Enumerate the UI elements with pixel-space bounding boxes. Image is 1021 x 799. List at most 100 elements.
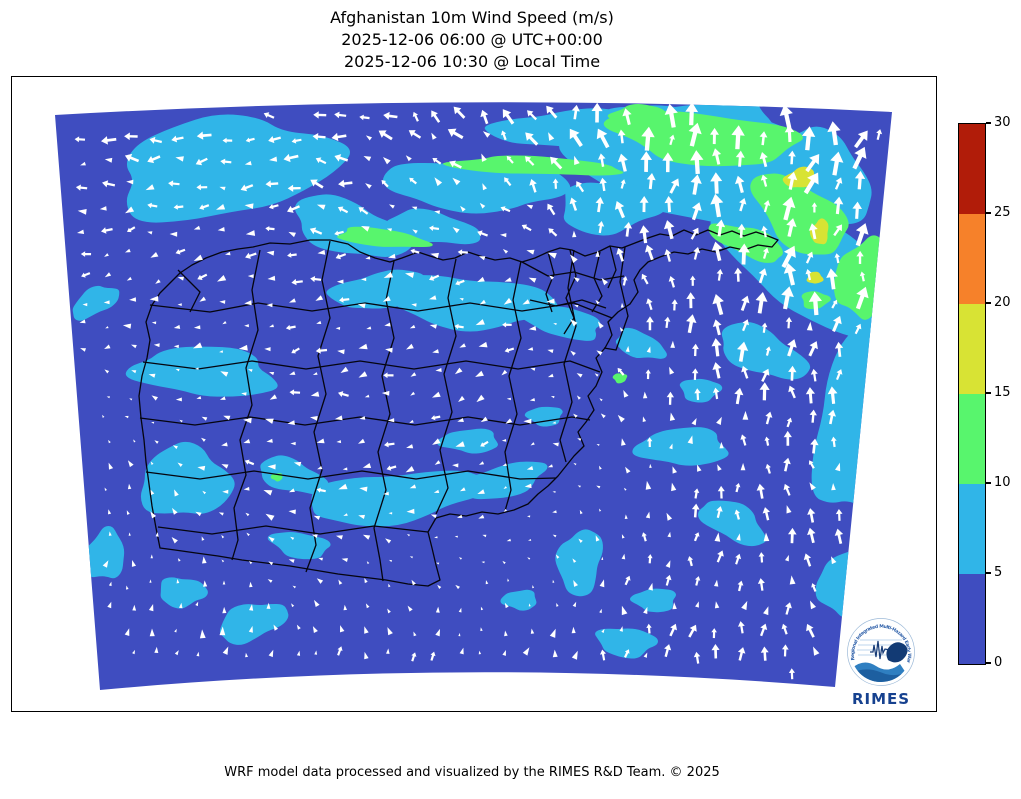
wind-arrow	[573, 462, 577, 466]
colorbar-segment	[959, 484, 985, 574]
wind-arrow	[809, 409, 817, 423]
wind-arrow	[693, 532, 700, 542]
wind-arrow	[357, 303, 366, 309]
wind-arrow	[264, 418, 274, 424]
wind-arrow	[712, 387, 720, 400]
wind-arrow	[265, 513, 275, 521]
wind-arrow	[527, 347, 534, 351]
wind-arrow	[671, 299, 678, 311]
wind-arrow	[193, 342, 203, 349]
wind-arrow	[646, 316, 654, 331]
wind-speed-patch-5-10	[630, 588, 677, 613]
wind-arrow	[758, 268, 767, 284]
wind-arrow	[131, 560, 136, 567]
wind-arrow	[129, 398, 133, 401]
wind-arrow	[365, 183, 372, 189]
wind-arrow	[176, 578, 180, 584]
wind-arrow	[342, 467, 348, 471]
wind-arrow	[731, 125, 745, 150]
wind-arrow	[779, 104, 793, 129]
wind-arrow	[503, 297, 512, 305]
wind-arrow	[175, 248, 186, 255]
wind-arrow	[617, 414, 625, 423]
wind-arrow	[854, 170, 866, 190]
wind-arrow	[759, 382, 770, 401]
wind-arrow	[502, 560, 506, 565]
wind-arrow	[386, 228, 392, 232]
wind-arrow	[196, 131, 212, 140]
wind-arrow	[202, 490, 207, 495]
wind-arrow	[151, 421, 155, 424]
wind-arrow	[126, 276, 132, 281]
wind-arrow	[317, 249, 326, 255]
wind-arrow	[452, 177, 461, 186]
wind-arrow	[413, 631, 417, 637]
wind-arrow	[268, 649, 274, 658]
wind-arrow	[193, 254, 203, 261]
wind-arrow	[131, 344, 137, 349]
wind-arrow	[669, 366, 675, 375]
wind-arrow	[481, 561, 485, 564]
wind-arrow	[291, 603, 295, 608]
wind-arrow	[625, 466, 631, 474]
wind-arrow	[174, 489, 179, 497]
wind-arrow	[387, 627, 393, 636]
province-boundary	[435, 258, 457, 515]
wind-arrow	[108, 439, 111, 444]
wind-arrow	[128, 532, 131, 536]
wind-arrow	[313, 111, 327, 119]
wind-arrow	[288, 559, 295, 563]
wind-arrow	[268, 136, 281, 144]
wind-arrow	[690, 150, 704, 175]
wind-arrow	[835, 462, 841, 472]
wind-arrow	[335, 253, 347, 260]
province-boundary	[545, 251, 555, 313]
wind-arrow	[712, 294, 724, 316]
wind-arrow	[687, 556, 694, 567]
chart-subtitle-local: 2025-12-06 10:30 @ Local Time	[343, 52, 601, 71]
wind-arrow	[101, 227, 113, 234]
wind-arrow	[458, 557, 462, 560]
wind-arrow	[220, 158, 232, 165]
wind-arrow	[222, 646, 229, 655]
wind-arrow	[384, 322, 391, 327]
wind-arrow	[455, 441, 465, 447]
wind-arrow	[803, 553, 812, 567]
wind-arrow	[546, 105, 558, 119]
wind-arrow	[595, 535, 600, 542]
wind-arrow	[787, 339, 797, 357]
wind-arrow	[736, 533, 741, 541]
wind-arrow	[826, 268, 838, 290]
wind-arrow	[80, 161, 86, 166]
wind-arrow	[616, 248, 624, 262]
wind-arrow	[386, 465, 397, 471]
wind-arrow	[150, 252, 159, 258]
wind-arrow	[378, 130, 393, 141]
wind-arrow	[781, 623, 788, 635]
wind-arrow	[761, 322, 768, 333]
wind-arrow	[757, 578, 765, 591]
wind-arrow	[222, 606, 227, 614]
wind-arrow	[552, 510, 557, 514]
wind-arrow	[710, 172, 723, 194]
wind-arrow	[290, 441, 296, 446]
wind-arrow	[172, 445, 178, 450]
wind-arrow	[406, 343, 414, 350]
wind-arrow	[569, 128, 583, 147]
wind-arrow	[288, 488, 295, 493]
chart-subtitle-utc: 2025-12-06 06:00 @ UTC+00:00	[341, 30, 603, 49]
wind-arrow	[177, 276, 184, 281]
wind-arrow	[335, 326, 341, 330]
wind-arrow	[460, 205, 466, 212]
wind-arrow	[133, 439, 136, 443]
wind-speed-patch-5-10	[260, 455, 329, 495]
wind-arrow	[409, 419, 414, 424]
colorbar	[958, 123, 986, 665]
wind-arrow	[669, 623, 677, 637]
wind-arrow	[386, 648, 390, 654]
wind-arrow	[383, 157, 391, 165]
wind-arrow	[243, 417, 252, 424]
wind-arrow	[310, 416, 318, 421]
wind-arrow	[362, 534, 371, 540]
wind-arrow	[854, 130, 868, 149]
